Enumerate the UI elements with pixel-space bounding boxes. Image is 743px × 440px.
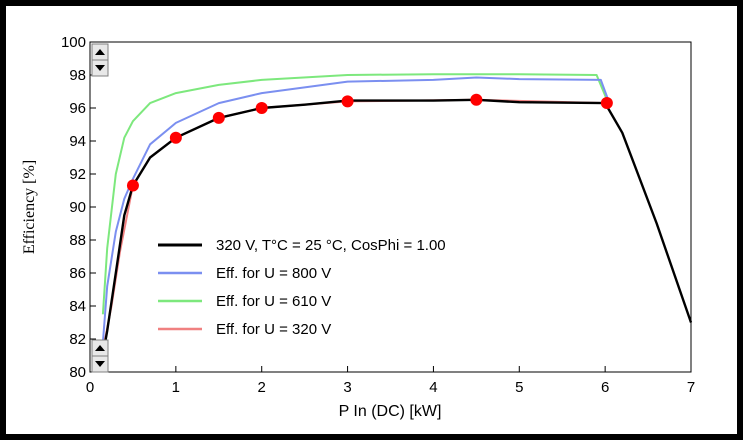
y-tick-label: 94 [69,133,86,150]
x-tick-label: 1 [172,379,180,396]
x-axis-label: P In (DC) [kW] [339,403,442,420]
y-axis-label: Efficiency [%] [21,160,38,254]
plot-area [89,41,692,373]
y-tick-label: 84 [69,298,86,315]
data-point-marker [126,179,139,192]
data-point-marker [212,111,225,124]
x-tick-label: 7 [687,379,695,396]
y-tick-label: 96 [69,100,86,117]
x-tick-label: 3 [343,379,351,396]
efficiency-chart: 0 1 2 3 4 5 6 7 80 82 84 86 88 90 92 94 96 98 100 320 V, T… [21,34,695,420]
x-tick-label: 6 [601,379,609,396]
y-tick-label: 92 [69,166,86,183]
legend-label: Eff. for U = 800 V [216,265,331,282]
tick-layer: 0 1 2 3 4 5 6 7 80 82 84 86 88 90 92 94 96 98 100 [61,34,695,396]
legend-label: Eff. for U = 320 V [216,321,331,338]
data-point-marker [169,131,182,144]
series-line-0 [101,73,608,315]
y-tick-label: 80 [69,364,86,381]
y-scroll-up-bottom[interactable] [91,339,109,357]
data-point-marker [470,93,483,106]
y-tick-label: 100 [61,34,86,51]
y-scroll-down-bottom[interactable] [91,355,109,373]
y-scroll-up-top[interactable] [91,43,109,61]
legend: 320 V, T°C = 25 °C, CosPhi = 1.00 Eff. fo… [158,237,446,338]
chart-frame: 0 1 2 3 4 5 6 7 80 82 84 86 88 90 92 94 96 98 100 320 V, T… [6,6,737,434]
x-tick-label: 0 [86,379,94,396]
data-point-marker [255,102,268,114]
x-tick-label: 5 [515,379,523,396]
legend-label: 320 V, T°C = 25 °C, CosPhi = 1.00 [216,237,446,254]
series-line-1 [101,76,611,343]
marker-layer [126,93,613,192]
x-tick-label: 2 [258,379,266,396]
y-scroll-down-top[interactable] [91,59,109,77]
y-tick-label: 88 [69,232,86,249]
legend-label: Eff. for U = 610 V [216,293,331,310]
y-tick-label: 98 [69,67,86,84]
data-point-marker [341,95,354,108]
y-tick-label: 82 [69,331,86,348]
x-tick-label: 4 [429,379,437,396]
data-point-marker [600,97,613,110]
y-tick-label: 90 [69,199,86,216]
y-tick-label: 86 [69,265,86,282]
